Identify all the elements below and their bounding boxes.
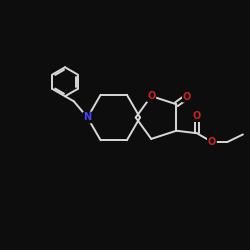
Text: O: O — [147, 91, 156, 101]
Text: N: N — [84, 112, 92, 122]
Text: O: O — [208, 137, 216, 147]
Text: O: O — [193, 111, 201, 121]
Text: O: O — [183, 92, 191, 102]
